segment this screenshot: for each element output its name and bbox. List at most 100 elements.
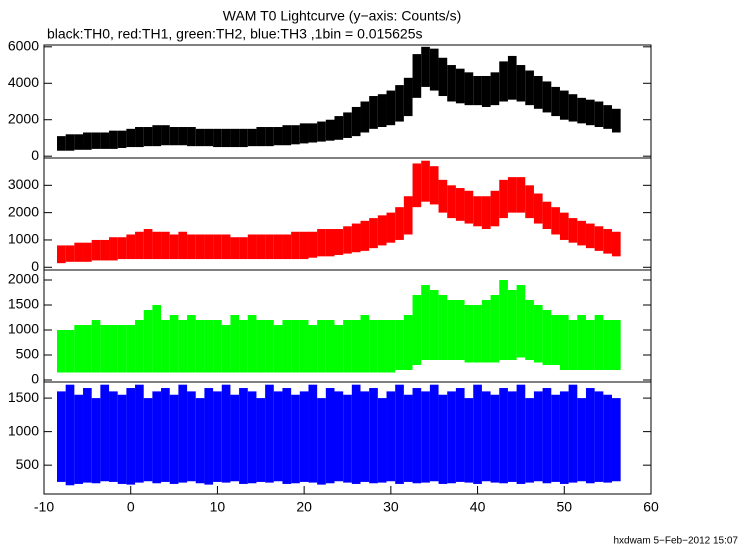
count-band (187, 127, 196, 147)
count-band (161, 320, 170, 373)
count-band (256, 234, 266, 260)
count-band (594, 101, 604, 128)
count-band (559, 391, 569, 484)
count-band (57, 391, 66, 482)
count-band (464, 305, 474, 363)
count-band (83, 325, 92, 373)
count-band (351, 320, 361, 373)
count-band (109, 325, 118, 373)
count-band (143, 310, 153, 373)
y-tick-label: 0 (31, 147, 39, 163)
count-band (603, 105, 612, 129)
count-band (603, 229, 612, 254)
count-band (308, 325, 318, 373)
y-tick-label: 1000 (8, 422, 39, 438)
count-band (161, 125, 170, 146)
count-band (282, 125, 292, 146)
count-band (611, 398, 621, 482)
x-tick-label: 50 (556, 499, 572, 515)
count-band (317, 229, 326, 257)
count-band (126, 128, 136, 148)
count-band (195, 398, 205, 484)
count-band (221, 234, 231, 260)
count-band (204, 388, 214, 485)
count-band (256, 320, 266, 373)
count-band (464, 190, 474, 224)
count-band (585, 223, 595, 249)
count-band (187, 315, 196, 373)
count-band (343, 394, 352, 483)
count-band (551, 86, 560, 117)
count-band (152, 231, 162, 260)
count-band (455, 300, 465, 360)
count-band (325, 388, 335, 484)
y-tick-label: 2000 (8, 203, 39, 219)
count-band (135, 320, 144, 373)
count-band (109, 130, 118, 149)
count-band (221, 128, 231, 148)
count-band (273, 391, 283, 482)
count-band (282, 320, 292, 373)
count-band (195, 128, 205, 147)
count-band (265, 384, 274, 483)
count-band (568, 384, 578, 483)
count-band (473, 196, 482, 227)
y-tick-label: 4000 (8, 74, 39, 90)
count-band (291, 320, 300, 373)
count-band (282, 388, 292, 484)
count-band (369, 388, 378, 484)
y-tick-label: 500 (16, 346, 40, 362)
footer: hxdwam 5−Feb−2012 15:07 (613, 536, 738, 547)
count-band (135, 127, 144, 148)
count-band (204, 320, 214, 373)
count-band (403, 394, 413, 482)
count-band (611, 108, 621, 133)
count-band (317, 320, 326, 373)
count-band (421, 391, 430, 483)
count-band (213, 391, 222, 482)
count-band (568, 218, 578, 243)
count-band (499, 280, 508, 360)
count-band (507, 391, 517, 482)
count-band (585, 99, 595, 126)
count-band (360, 101, 370, 133)
count-band (213, 320, 222, 373)
y-tick-label: 500 (16, 456, 40, 472)
count-band (577, 97, 586, 124)
count-band (585, 320, 595, 370)
count-band (299, 320, 309, 373)
count-band (83, 388, 92, 483)
count-band (507, 177, 517, 213)
count-band (447, 300, 456, 360)
y-tick-label: 3000 (8, 176, 39, 192)
count-band (239, 237, 248, 260)
count-band (594, 391, 604, 482)
count-band (247, 234, 257, 260)
count-band (256, 127, 266, 147)
count-band (83, 132, 92, 150)
count-band (533, 193, 543, 224)
y-tick-label: 2000 (8, 110, 39, 126)
count-band (395, 320, 404, 370)
count-band (594, 315, 604, 370)
count-band (109, 237, 118, 261)
count-band (507, 290, 517, 360)
count-band (559, 315, 569, 370)
count-band (204, 234, 214, 260)
count-band (74, 134, 84, 150)
count-band (464, 398, 474, 483)
y-tick-label: 0 (31, 258, 39, 274)
count-band (481, 196, 491, 230)
count-band (386, 391, 396, 482)
count-band (57, 136, 66, 151)
count-band (351, 223, 361, 253)
count-band (343, 226, 352, 254)
count-band (455, 188, 465, 221)
y-tick-label: 2000 (8, 271, 39, 287)
count-band (317, 121, 326, 142)
count-band (447, 185, 456, 219)
count-band (386, 320, 396, 373)
count-band (559, 212, 569, 240)
count-band (143, 127, 153, 147)
